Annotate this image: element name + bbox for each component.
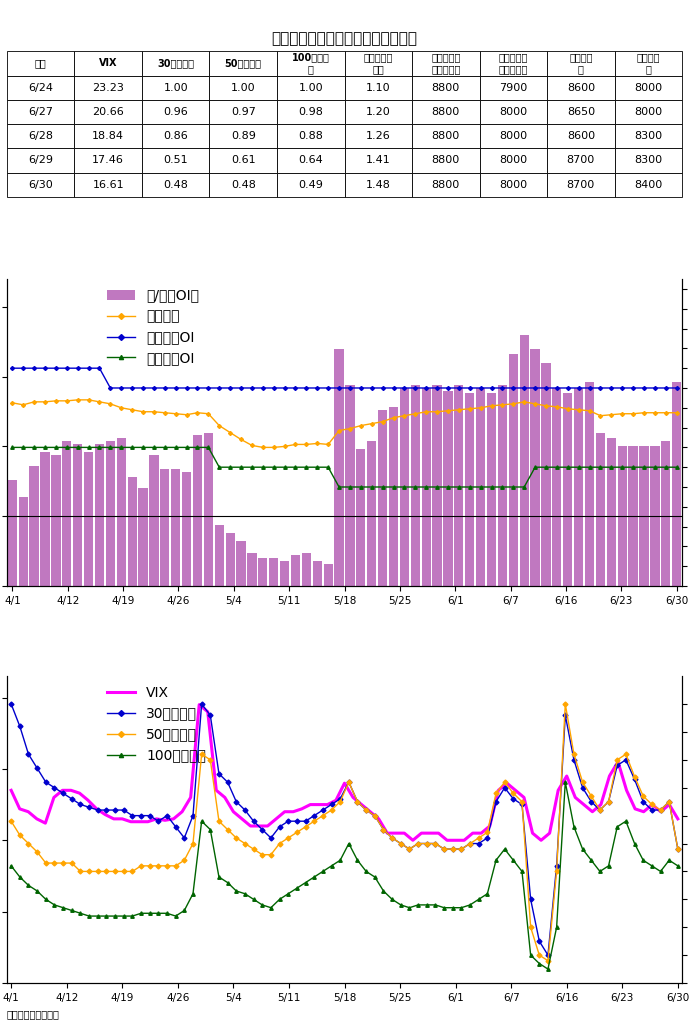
Bar bbox=[345, 385, 355, 796]
Bar bbox=[280, 561, 289, 796]
Bar bbox=[650, 446, 659, 796]
Bar bbox=[389, 408, 398, 796]
Bar bbox=[171, 469, 181, 796]
Bar bbox=[465, 393, 474, 796]
Bar bbox=[400, 388, 409, 796]
Bar bbox=[302, 553, 311, 796]
Bar bbox=[19, 497, 28, 796]
Bar bbox=[628, 446, 638, 796]
Bar bbox=[422, 388, 431, 796]
Bar bbox=[127, 477, 136, 796]
Bar bbox=[30, 466, 39, 796]
Bar bbox=[563, 393, 573, 796]
Bar bbox=[454, 385, 464, 796]
Bar bbox=[84, 452, 93, 796]
Bar bbox=[160, 469, 169, 796]
Bar bbox=[378, 411, 387, 796]
Bar bbox=[236, 542, 246, 796]
Bar bbox=[542, 362, 551, 796]
Bar bbox=[95, 443, 104, 796]
Bar bbox=[313, 561, 322, 796]
Bar bbox=[617, 446, 627, 796]
Bar bbox=[574, 388, 584, 796]
Bar bbox=[258, 558, 267, 796]
Bar bbox=[585, 382, 594, 796]
Legend: VIX, 30日百分位, 50日百分位, 100日百分位: VIX, 30日百分位, 50日百分位, 100日百分位 bbox=[101, 680, 212, 768]
Bar bbox=[225, 534, 235, 796]
Bar bbox=[356, 450, 365, 796]
Bar bbox=[182, 472, 192, 796]
Bar bbox=[150, 455, 158, 796]
Bar bbox=[443, 391, 453, 796]
Bar bbox=[334, 349, 344, 796]
Bar bbox=[367, 441, 376, 796]
Bar bbox=[73, 443, 82, 796]
Bar bbox=[324, 563, 333, 796]
Text: 統一期貨研究料製作: 統一期貨研究料製作 bbox=[7, 1009, 60, 1019]
Bar bbox=[596, 432, 605, 796]
Bar bbox=[508, 354, 518, 796]
Bar bbox=[433, 385, 442, 796]
Bar bbox=[661, 441, 670, 796]
Text: 選擇權波動率指數與賣買權未平倉比: 選擇權波動率指數與賣買權未平倉比 bbox=[271, 31, 418, 46]
Bar bbox=[105, 441, 115, 796]
Bar bbox=[51, 455, 61, 796]
Bar bbox=[204, 432, 213, 796]
Bar bbox=[62, 441, 72, 796]
Bar bbox=[41, 452, 50, 796]
Bar bbox=[520, 335, 529, 796]
Bar bbox=[215, 524, 224, 796]
Bar bbox=[639, 446, 648, 796]
Bar bbox=[247, 553, 256, 796]
Bar bbox=[116, 438, 126, 796]
Bar bbox=[138, 488, 147, 796]
Bar bbox=[193, 435, 202, 796]
Bar bbox=[607, 438, 616, 796]
Bar bbox=[672, 382, 681, 796]
Bar bbox=[476, 388, 485, 796]
Bar bbox=[8, 480, 17, 796]
Bar bbox=[487, 393, 496, 796]
Bar bbox=[411, 385, 420, 796]
Bar bbox=[553, 388, 562, 796]
Bar bbox=[269, 558, 278, 796]
Legend: 賣/買權OI比, 加權指數, 買權最大OI, 賣權最大OI: 賣/買權OI比, 加權指數, 買權最大OI, 賣權最大OI bbox=[101, 283, 205, 371]
Bar bbox=[531, 349, 539, 796]
Bar bbox=[291, 555, 300, 796]
Bar bbox=[497, 385, 507, 796]
